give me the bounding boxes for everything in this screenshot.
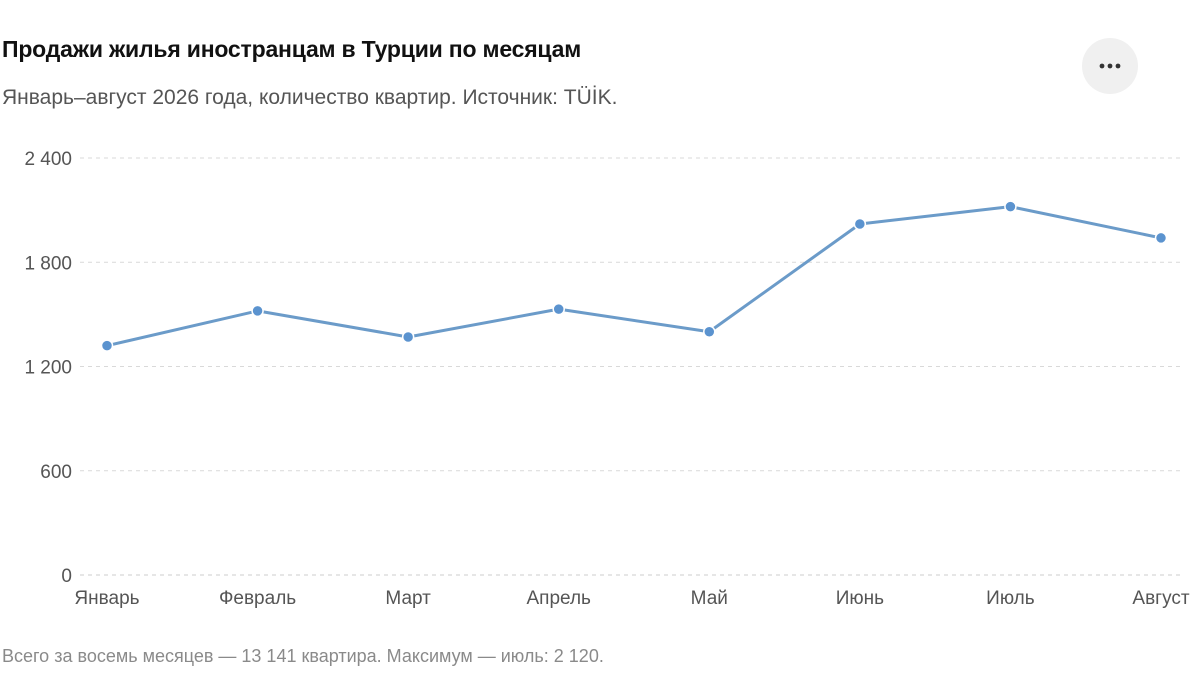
x-tick-label: Август [1132, 588, 1189, 609]
data-point [552, 302, 565, 316]
more-horizontal-icon [1099, 63, 1121, 69]
data-point [853, 217, 867, 231]
more-options-button[interactable] [1082, 38, 1138, 94]
line-chart: 0 600 1 200 1 800 2 400 Январь Февраль Март Апре… [24, 149, 1189, 609]
x-tick-label: Февраль [219, 588, 296, 609]
data-point [100, 339, 114, 352]
x-tick-label: Май [691, 588, 728, 609]
data-point [1004, 200, 1017, 213]
x-tick-label: Январь [74, 588, 139, 609]
x-tick-label: Апрель [526, 588, 591, 609]
y-tick-label: 0 [61, 566, 72, 587]
chart-subtitle: Январь–август 2026 года, количество квар… [2, 86, 618, 109]
data-point [1154, 231, 1168, 245]
x-tick-label: Март [385, 588, 431, 609]
data-point [251, 304, 264, 318]
data-point [401, 330, 415, 344]
series-line [105, 205, 1163, 348]
footnote: Всего за восемь месяцев — 13 141 квартир… [2, 646, 604, 666]
x-tick-label: Июнь [836, 588, 884, 609]
y-tick-label: 2 400 [24, 149, 72, 170]
y-tick-label: 1 800 [24, 253, 72, 274]
x-tick-label: Июль [986, 588, 1035, 609]
data-point [703, 325, 716, 338]
y-tick-label: 600 [40, 462, 72, 483]
chart-title: Продажи жилья иностранцам в Турции по ме… [2, 36, 582, 62]
y-tick-label: 1 200 [24, 358, 72, 379]
